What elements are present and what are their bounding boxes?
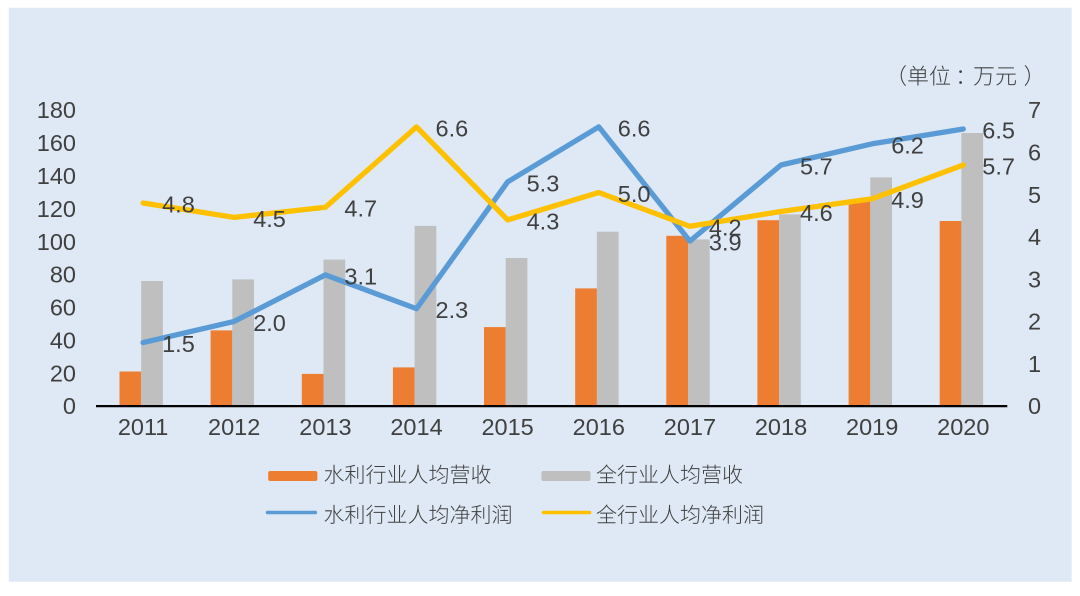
svg-text:4.7: 4.7 [344,196,377,222]
svg-text:1: 1 [1028,351,1041,377]
svg-text:4.2: 4.2 [709,215,742,241]
svg-text:20: 20 [50,360,76,386]
svg-text:4.8: 4.8 [162,192,195,218]
svg-text:2019: 2019 [846,414,898,440]
svg-text:7: 7 [1028,97,1041,123]
svg-text:0: 0 [63,393,76,419]
svg-text:5.3: 5.3 [527,170,560,196]
svg-text:5.7: 5.7 [800,153,833,179]
svg-text:5.0: 5.0 [618,181,651,207]
svg-text:4.5: 4.5 [253,206,286,232]
svg-text:5.7: 5.7 [982,153,1015,179]
svg-text:2015: 2015 [481,414,533,440]
svg-text:6.6: 6.6 [618,115,651,141]
svg-text:160: 160 [37,130,76,156]
svg-text:1.5: 1.5 [162,331,195,357]
svg-text:2.0: 2.0 [253,310,286,336]
svg-text:3: 3 [1028,266,1041,292]
svg-text:2016: 2016 [573,414,625,440]
svg-text:6: 6 [1028,140,1041,166]
svg-text:2017: 2017 [664,414,716,440]
svg-text:4.9: 4.9 [891,187,924,213]
svg-text:3.1: 3.1 [344,263,377,289]
svg-text:4.3: 4.3 [527,208,560,234]
svg-text:60: 60 [50,295,76,321]
svg-text:40: 40 [50,327,76,353]
svg-text:0: 0 [1028,393,1041,419]
svg-text:2.3: 2.3 [436,297,469,323]
svg-text:2: 2 [1028,309,1041,335]
svg-text:5: 5 [1028,182,1041,208]
svg-text:120: 120 [37,196,76,222]
svg-text:3.9: 3.9 [709,230,742,256]
svg-text:2014: 2014 [390,414,442,440]
svg-text:4.6: 4.6 [800,200,833,226]
svg-text:6.5: 6.5 [982,118,1015,144]
svg-text:2018: 2018 [755,414,807,440]
svg-text:2012: 2012 [208,414,260,440]
svg-text:2013: 2013 [299,414,351,440]
svg-text:2011: 2011 [118,414,169,440]
svg-text:6.2: 6.2 [891,132,924,158]
svg-text:6.6: 6.6 [436,115,469,141]
svg-text:80: 80 [50,262,76,288]
svg-text:140: 140 [37,163,76,189]
svg-text:180: 180 [37,97,76,123]
svg-text:2020: 2020 [937,414,989,440]
svg-text:4: 4 [1028,224,1041,250]
svg-text:100: 100 [37,229,76,255]
